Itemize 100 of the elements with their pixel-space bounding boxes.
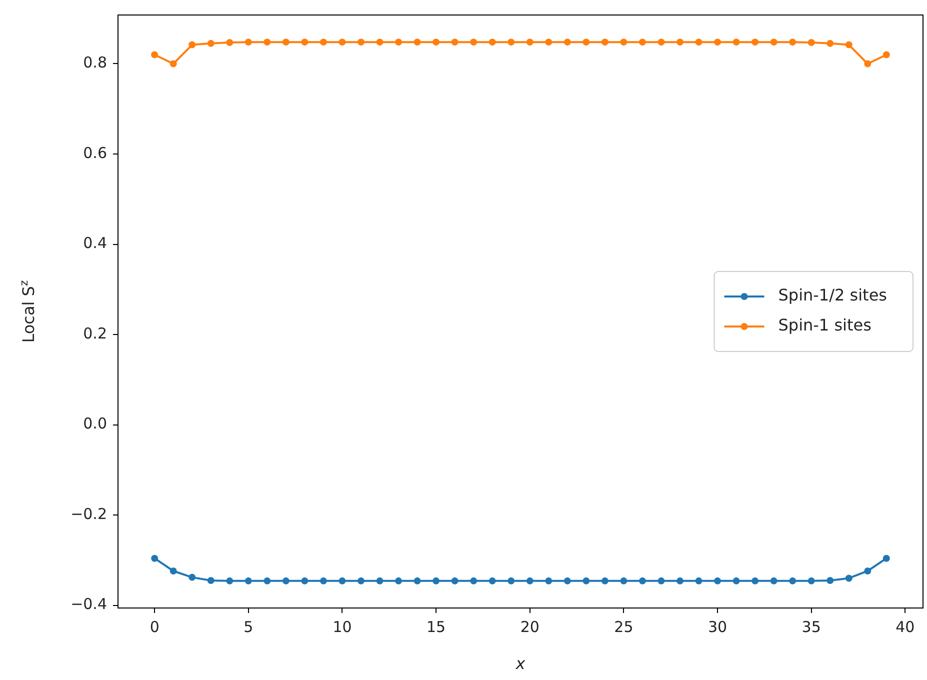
y-tick-label: −0.2 <box>70 504 107 523</box>
point <box>226 577 234 584</box>
point <box>376 577 384 584</box>
point <box>582 38 590 46</box>
point <box>244 38 252 46</box>
point <box>320 577 327 584</box>
point <box>845 41 852 48</box>
point <box>676 577 684 584</box>
point <box>714 577 722 584</box>
point <box>658 38 665 46</box>
point <box>789 577 796 584</box>
point <box>207 576 214 584</box>
x-tick-label: 20 <box>520 618 540 636</box>
point <box>488 577 496 584</box>
point <box>770 577 778 584</box>
point <box>488 38 496 46</box>
point <box>845 574 852 582</box>
y-tick-label: −0.4 <box>70 595 107 614</box>
point <box>752 577 759 584</box>
point <box>526 577 534 584</box>
point <box>226 39 234 46</box>
point <box>676 38 684 46</box>
point <box>264 577 271 584</box>
x-tick-label: 25 <box>614 618 634 636</box>
point <box>882 51 890 58</box>
point <box>864 567 872 574</box>
point <box>826 40 834 47</box>
point <box>207 40 214 47</box>
point <box>864 60 872 68</box>
point <box>770 38 778 46</box>
point <box>151 51 158 58</box>
point <box>188 41 196 48</box>
point <box>508 577 515 584</box>
point <box>338 38 346 46</box>
point <box>301 38 308 46</box>
point <box>638 38 646 46</box>
x-axis-title: x <box>514 654 526 674</box>
y-tick-label: 0.2 <box>83 324 107 342</box>
point <box>358 577 364 584</box>
point <box>658 577 665 584</box>
point <box>882 554 890 562</box>
point <box>151 554 158 562</box>
point <box>620 577 628 584</box>
x-tick-label: 40 <box>896 618 915 636</box>
point <box>582 577 590 584</box>
point <box>545 577 552 584</box>
point <box>301 577 308 584</box>
legend-label: Spin-1/2 sites <box>778 286 888 305</box>
point <box>789 38 796 46</box>
point <box>451 577 458 584</box>
point <box>601 577 608 584</box>
point <box>395 38 402 46</box>
legend-label: Spin-1 sites <box>778 316 872 335</box>
y-tick-label: 0.0 <box>83 414 107 433</box>
point <box>358 38 364 46</box>
point <box>601 38 608 46</box>
point <box>414 577 421 584</box>
point <box>432 577 440 584</box>
point <box>526 38 534 46</box>
point <box>282 38 290 46</box>
point <box>264 38 271 46</box>
point <box>376 38 384 46</box>
point <box>826 576 834 584</box>
point <box>808 577 815 584</box>
point <box>714 38 722 46</box>
point <box>451 38 458 46</box>
point <box>695 577 702 584</box>
x-tick-label: 10 <box>332 618 352 636</box>
x-tick-label: 5 <box>244 618 254 636</box>
point <box>508 38 515 46</box>
point <box>732 577 740 584</box>
point <box>732 38 740 46</box>
point <box>188 574 196 581</box>
point <box>338 577 346 584</box>
point <box>470 38 478 46</box>
point <box>808 39 815 46</box>
point <box>170 567 177 574</box>
point <box>320 38 327 46</box>
y-tick-label: 0.4 <box>83 234 107 252</box>
point <box>395 577 402 584</box>
point <box>545 38 552 46</box>
x-tick-label: 35 <box>802 618 821 636</box>
point <box>620 38 628 46</box>
point <box>564 38 571 46</box>
y-tick-label: 0.8 <box>83 54 107 72</box>
point <box>282 577 290 584</box>
x-tick-label: 15 <box>426 618 446 636</box>
point <box>414 38 421 46</box>
x-tick-label: 0 <box>150 618 160 636</box>
point <box>470 577 478 584</box>
point <box>638 577 646 584</box>
point <box>244 577 252 584</box>
point <box>752 38 759 46</box>
point <box>564 577 571 584</box>
point <box>695 38 702 46</box>
y-tick-label: 0.6 <box>83 144 107 162</box>
y-axis-title: Local Sz <box>17 280 38 343</box>
point <box>432 38 440 46</box>
point <box>170 60 177 68</box>
x-tick-label: 30 <box>708 618 728 636</box>
